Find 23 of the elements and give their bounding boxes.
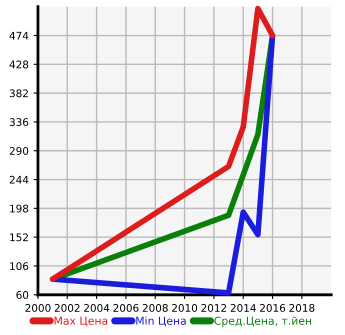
legend-label: Max Цена [54,316,108,326]
x-tick-label: 2012 [201,304,226,312]
legend-label: Сред.Цена, т.йен [214,316,312,327]
legend-label: Min Цена [136,316,186,326]
y-tick-label: 198 [10,204,28,212]
x-tick-label: 2004 [84,304,110,312]
y-tick-label: 106 [10,262,28,270]
x-tick-label: 2008 [142,304,168,312]
y-tick-label: 290 [10,146,28,155]
y-tick-label: 382 [10,89,28,98]
x-tick-label: 2010 [172,304,198,312]
y-tick-label: 474 [10,32,28,40]
y-tick-label: 152 [10,233,28,242]
y-tick-label: 60 [16,291,28,299]
x-tick-label: 2000 [25,304,51,312]
x-tick-label: 2002 [54,304,80,312]
x-tick-label: 2006 [113,304,139,312]
y-tick-label: 244 [10,176,28,184]
x-tick-label: 2014 [230,304,256,312]
x-tick-label: 2016 [260,304,286,312]
y-tick-label: 336 [10,118,28,126]
y-tick-label: 428 [10,60,28,68]
x-tick-label: 2018 [289,304,314,312]
